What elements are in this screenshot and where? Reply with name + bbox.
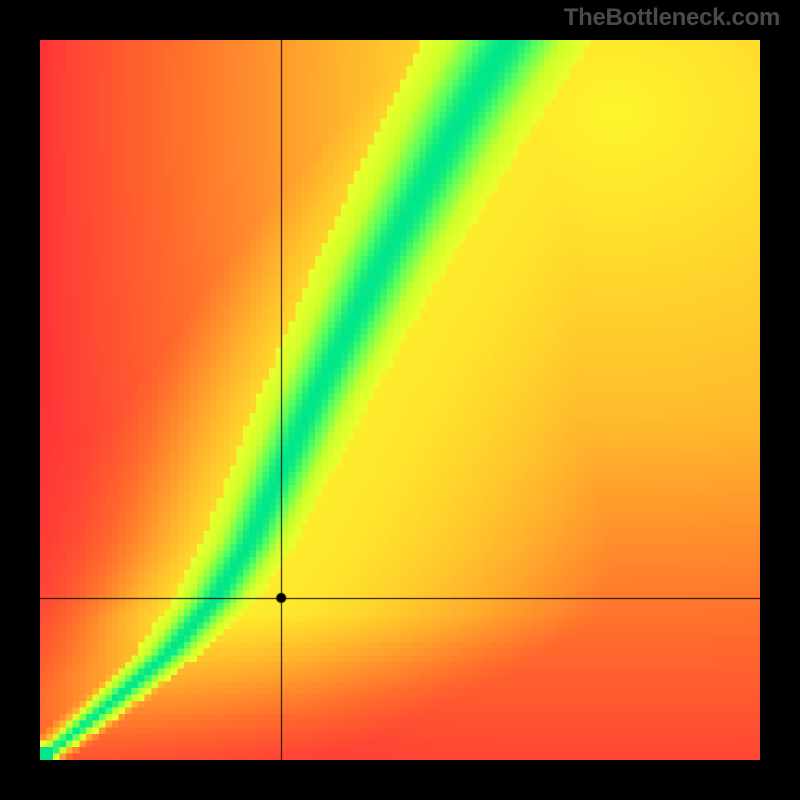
watermark-text: TheBottleneck.com: [564, 4, 780, 32]
root: TheBottleneck.com: [0, 0, 800, 800]
heatmap-canvas: [40, 40, 760, 760]
